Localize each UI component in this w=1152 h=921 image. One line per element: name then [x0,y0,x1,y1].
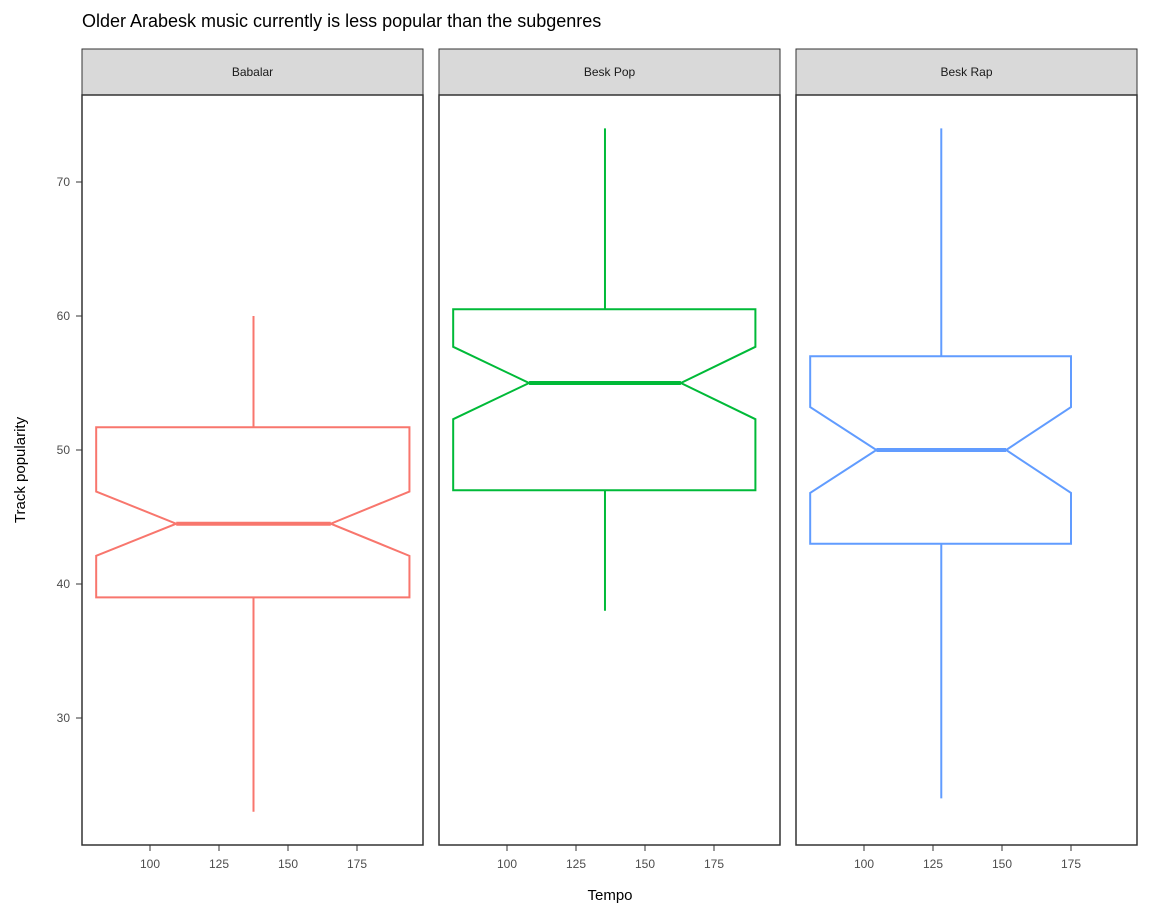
x-tick-label: 100 [140,857,160,871]
x-tick-label: 100 [497,857,517,871]
x-tick-label: 100 [854,857,874,871]
y-tick-label: 70 [57,175,71,189]
facet-strip-label: Babalar [232,65,273,79]
x-tick-label: 175 [1061,857,1081,871]
notched-box [95,426,411,599]
y-tick-label: 30 [57,711,71,725]
x-tick-label: 150 [635,857,655,871]
facet-strip [795,48,1138,96]
x-tick-label: 175 [347,857,367,871]
y-tick-label: 40 [57,577,71,591]
x-tick-label: 150 [992,857,1012,871]
facet-strip-label: Besk Pop [584,65,636,79]
facet-strip-label: Besk Rap [940,65,992,79]
facet-panel [438,94,781,846]
y-tick-label: 60 [57,309,71,323]
x-tick-label: 125 [566,857,586,871]
x-tick-label: 125 [209,857,229,871]
facet-strip [81,48,424,96]
facet-babalar: Babalar 100 125 150 175 [81,48,424,871]
notched-box [452,308,757,492]
y-tick-label: 50 [57,443,71,457]
facet-besk-pop: Besk Pop 100 125 150 175 [438,48,781,871]
facet-besk-rap: Besk Rap 100 125 150 175 [795,48,1138,871]
x-tick-label: 150 [278,857,298,871]
y-axis: 30 40 50 60 70 [57,175,82,725]
facet-panel [81,94,424,846]
chart-title: Older Arabesk music currently is less po… [82,11,601,31]
y-axis-title: Track popularity [12,416,29,523]
x-axis-title: Tempo [587,887,632,904]
facet-panel [795,94,1138,846]
x-tick-label: 175 [704,857,724,871]
x-tick-label: 125 [923,857,943,871]
